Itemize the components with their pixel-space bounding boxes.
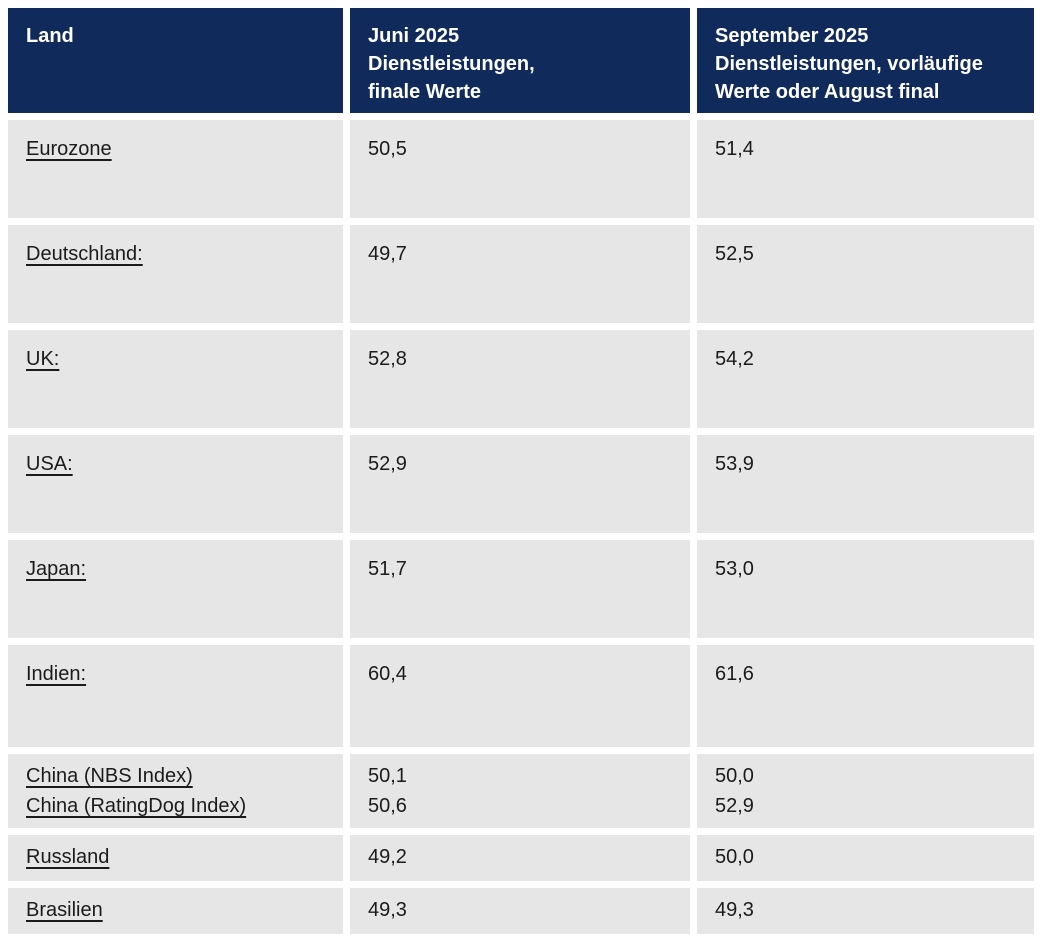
header-line: Juni 2025 [368,25,460,47]
country-line: Eurozone [26,134,325,164]
country-link[interactable]: Indien: [26,663,87,685]
value-cell-juni-2025: 49,2 [350,835,690,881]
value-cell-juni-2025: 49,3 [350,888,690,934]
country-link[interactable]: China (RatingDog Index) [26,795,247,817]
header-line: September 2025 [715,25,869,47]
country-line: Deutschland: [26,239,325,269]
country-link[interactable]: Japan: [26,558,87,580]
column-header-juni-2025: Juni 2025 Dienstleistungen, finale Werte [350,8,690,113]
country-line: Indien: [26,659,325,689]
value-cell-september-2025: 54,2 [697,330,1034,428]
value: 52,9 [715,795,754,817]
value: 49,3 [715,899,754,921]
pmi-services-table: Land Juni 2025 Dienstleistungen, finale Wer… [8,8,1034,934]
table-row-deutschland: Deutschland: 49,7 52,5 [8,225,1034,323]
table-row-uk: UK: 52,8 54,2 [8,330,1034,428]
table-row-usa: USA: 52,9 53,9 [8,435,1034,533]
country-cell: Japan: [8,540,343,638]
value: 54,2 [715,348,754,370]
value-cell-september-2025: 53,0 [697,540,1034,638]
value-cell-juni-2025: 50,5 [350,120,690,218]
value: 61,6 [715,663,754,685]
value-cell-september-2025: 49,3 [697,888,1034,934]
value-cell-juni-2025: 52,9 [350,435,690,533]
country-cell: Russland [8,835,343,881]
value-cell-september-2025: 50,0 [697,835,1034,881]
country-cell: Brasilien [8,888,343,934]
header-line: Dienstleistungen, vorläufige [715,53,983,75]
country-line: UK: [26,344,325,374]
header-line: finale Werte [368,81,481,103]
value-cell-juni-2025: 49,7 [350,225,690,323]
header-line: Werte oder August final [715,81,940,103]
header-line: Dienstleistungen, [368,53,535,75]
value: 49,7 [368,243,407,265]
country-cell: Eurozone [8,120,343,218]
value-cell-september-2025: 53,9 [697,435,1034,533]
country-cell: USA: [8,435,343,533]
value: 60,4 [368,663,407,685]
country-link[interactable]: China (NBS Index) [26,765,193,787]
value-cell-september-2025: 50,0 52,9 [697,754,1034,828]
country-link[interactable]: Brasilien [26,899,103,921]
column-header-land: Land [8,8,343,113]
country-link[interactable]: Eurozone [26,138,112,160]
value: 50,1 [368,765,407,787]
value-cell-september-2025: 52,5 [697,225,1034,323]
value-cell-september-2025: 61,6 [697,645,1034,747]
country-line: China (NBS Index) [26,761,325,791]
value: 49,3 [368,899,407,921]
value: 53,0 [715,558,754,580]
country-link[interactable]: USA: [26,453,73,475]
value: 50,5 [368,138,407,160]
country-line: Brasilien [26,895,325,925]
table-row-indien: Indien: 60,4 61,6 [8,645,1034,747]
value: 50,6 [368,795,407,817]
table-row-brasilien: Brasilien 49,3 49,3 [8,888,1034,934]
value-cell-juni-2025: 50,1 50,6 [350,754,690,828]
country-link[interactable]: UK: [26,348,60,370]
value: 50,0 [715,765,754,787]
value: 51,7 [368,558,407,580]
country-line: China (RatingDog Index) [26,791,325,821]
value-cell-juni-2025: 60,4 [350,645,690,747]
table-body: Eurozone 50,5 51,4 Deutschland: 49,7 52,5 UK: 5… [8,120,1034,934]
country-cell: Deutschland: [8,225,343,323]
table-row-china-nbs-index: China (NBS Index) China (RatingDog Index)… [8,754,1034,828]
table-row-japan: Japan: 51,7 53,0 [8,540,1034,638]
country-link[interactable]: Deutschland: [26,243,143,265]
value: 52,5 [715,243,754,265]
value: 51,4 [715,138,754,160]
column-header-september-2025: September 2025 Dienstleistungen, vorläufi… [697,8,1034,113]
country-cell: UK: [8,330,343,428]
country-line: USA: [26,449,325,479]
value: 52,8 [368,348,407,370]
value: 49,2 [368,846,407,868]
value: 53,9 [715,453,754,475]
value-cell-september-2025: 51,4 [697,120,1034,218]
country-cell: China (NBS Index) China (RatingDog Index) [8,754,343,828]
value: 50,0 [715,846,754,868]
value-cell-juni-2025: 51,7 [350,540,690,638]
header-line: Land [26,25,74,47]
table-row-eurozone: Eurozone 50,5 51,4 [8,120,1034,218]
country-cell: Indien: [8,645,343,747]
table-row-russland: Russland 49,2 50,0 [8,835,1034,881]
country-line: Russland [26,842,325,872]
country-line: Japan: [26,554,325,584]
table-header-row: Land Juni 2025 Dienstleistungen, finale Wer… [8,8,1034,113]
value-cell-juni-2025: 52,8 [350,330,690,428]
value: 52,9 [368,453,407,475]
country-link[interactable]: Russland [26,846,110,868]
